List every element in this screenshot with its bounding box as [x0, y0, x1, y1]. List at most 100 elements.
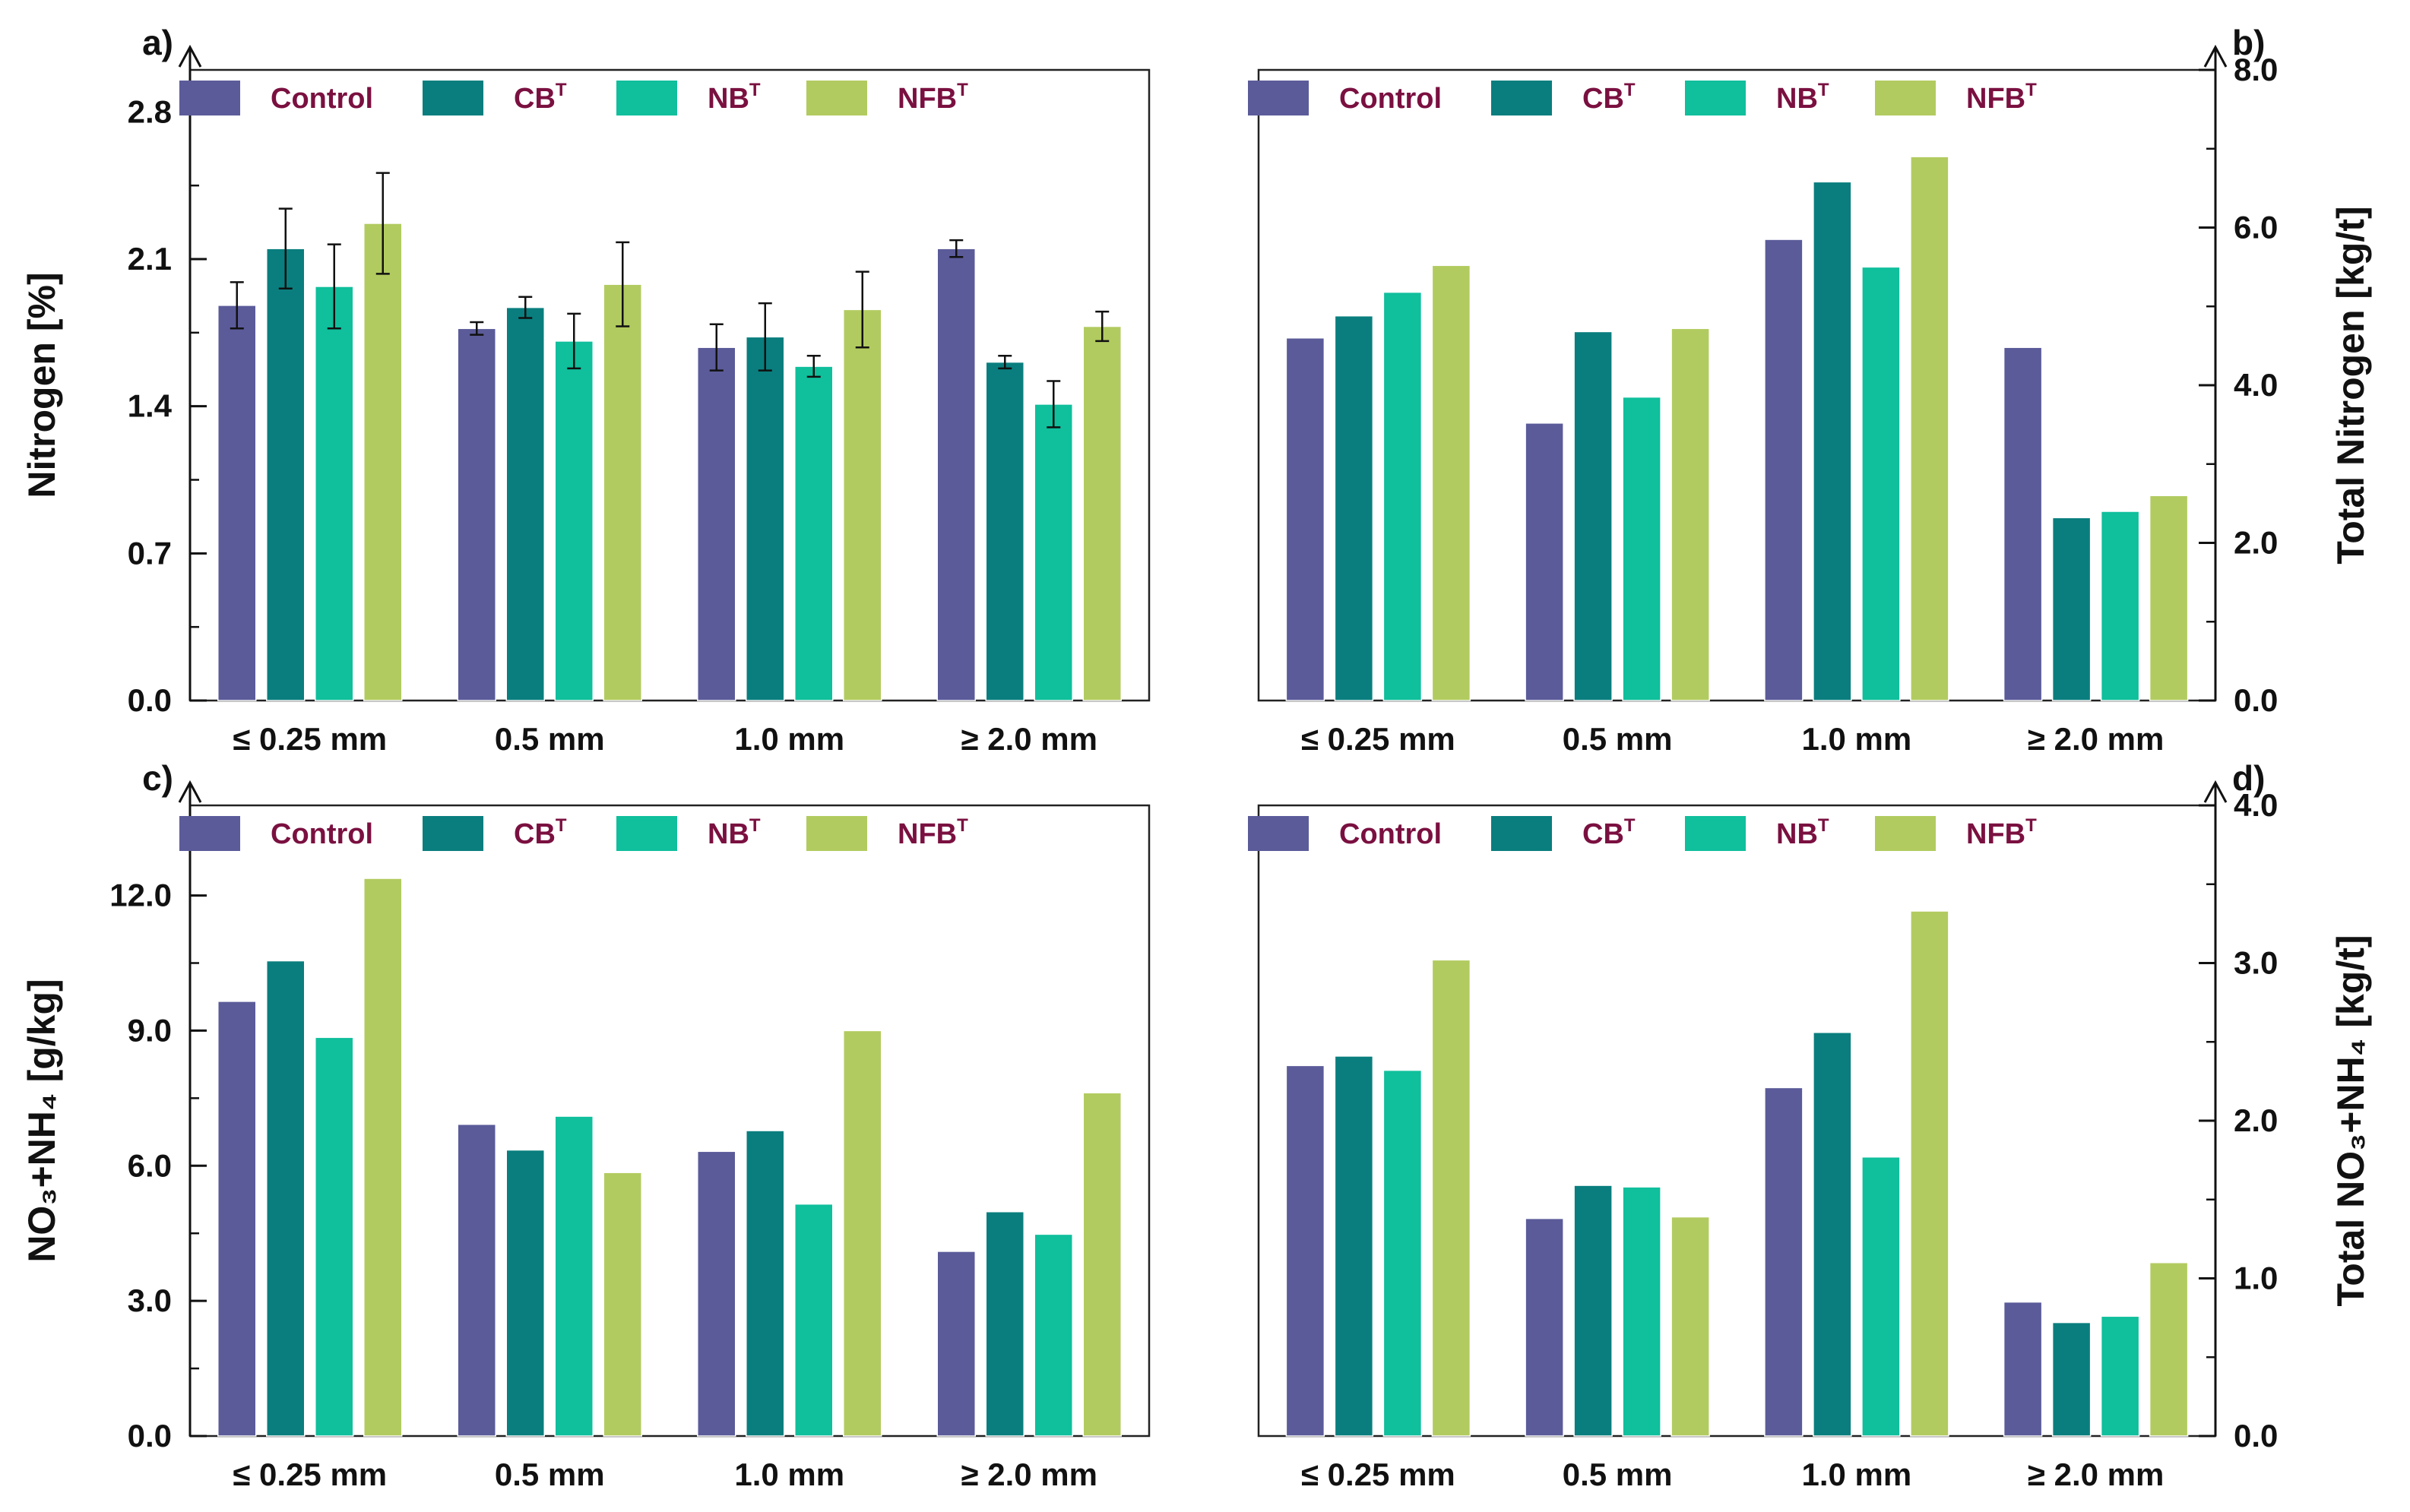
bar-nfbt-0 — [363, 878, 403, 1437]
bar-control-0 — [217, 305, 257, 701]
bar-control-1 — [457, 327, 496, 701]
legend-swatch — [1685, 81, 1746, 115]
y-axis-title: Total Nitrogen [kg/t] — [2329, 206, 2372, 564]
legend-label-cbt: CBT — [514, 80, 567, 115]
legend-swatch — [806, 816, 867, 851]
bar-nfbt-2 — [1910, 156, 1949, 701]
bar-nfbt-2 — [843, 1030, 882, 1437]
legend-swatch — [1491, 816, 1552, 851]
legend-swatch — [179, 816, 240, 851]
y-axis-title: Nitrogen [%] — [21, 272, 63, 498]
bar-cbt-0 — [266, 960, 306, 1437]
x-tick-label: 0.5 mm — [1563, 721, 1673, 757]
bar-nbt-2 — [794, 1203, 834, 1437]
bar-nfbt-1 — [1671, 327, 1710, 701]
bar-nbt-2 — [1861, 1156, 1901, 1437]
x-tick-label: 1.0 mm — [734, 1457, 844, 1492]
legend-swatch — [806, 81, 867, 115]
y-tick-label: 3.0 — [128, 1283, 172, 1318]
y-axis-arrow — [2203, 780, 2228, 803]
y-tick-label: 0.0 — [2234, 1418, 2278, 1453]
bar-nbt-3 — [1034, 1233, 1073, 1437]
bar-nfbt-3 — [2149, 1262, 2189, 1437]
bar-cbt-3 — [985, 1211, 1024, 1437]
bar-control-2 — [697, 1150, 736, 1437]
legend-label-nbt: NBT — [1776, 815, 1829, 850]
x-tick-label: ≥ 2.0 mm — [2028, 721, 2164, 757]
legend-swatch — [1248, 816, 1309, 851]
bar-nbt-0 — [315, 286, 354, 701]
bar-cbt-1 — [1573, 1185, 1613, 1437]
y-tick-label: 1.4 — [128, 388, 173, 424]
legend-label-nfbt: NFBT — [1966, 815, 2037, 850]
bar-control-0 — [1285, 1064, 1325, 1437]
x-tick-label: ≥ 2.0 mm — [961, 1457, 1097, 1492]
legend-swatch — [423, 81, 483, 115]
bar-cbt-0 — [1334, 315, 1374, 701]
panel-letter: d) — [2232, 758, 2265, 798]
y-axis-arrow — [2203, 44, 2228, 68]
bar-nbt-1 — [554, 1115, 594, 1437]
y-tick-label: 4.0 — [2234, 367, 2278, 403]
legend-label-nfbt: NFBT — [898, 80, 968, 115]
bar-control-2 — [697, 346, 736, 701]
legend-label-nfbt: NFBT — [1966, 80, 2037, 115]
bar-nbt-0 — [315, 1036, 354, 1437]
legend-label-nbt: NBT — [708, 80, 761, 115]
bar-control-2 — [1764, 239, 1804, 701]
x-tick-label: 1.0 mm — [1802, 721, 1912, 757]
y-tick-label: 6.0 — [2234, 210, 2278, 245]
bar-cbt-0 — [266, 248, 306, 701]
x-tick-label: 0.5 mm — [495, 721, 605, 757]
legend-label-nbt: NBT — [1776, 80, 1829, 115]
y-tick-label: 2.1 — [128, 241, 172, 277]
bar-control-2 — [1764, 1087, 1804, 1437]
x-tick-label: 1.0 mm — [734, 721, 844, 757]
legend-label-cbt: CBT — [1582, 815, 1636, 850]
bar-nfbt-0 — [1431, 959, 1471, 1437]
y-axis-arrow — [178, 44, 202, 68]
y-tick-label: 1.0 — [2234, 1261, 2278, 1296]
legend-label-control: Control — [271, 83, 373, 115]
bar-nbt-0 — [1382, 1069, 1423, 1437]
bar-control-0 — [1285, 337, 1325, 701]
legend-label-cbt: CBT — [1582, 80, 1636, 115]
bar-cbt-3 — [2051, 517, 2092, 701]
x-tick-label: 0.5 mm — [495, 1457, 605, 1492]
y-tick-label: 9.0 — [128, 1012, 172, 1048]
bar-cbt-1 — [505, 1149, 545, 1437]
legend-swatch — [616, 81, 677, 115]
bar-nbt-2 — [1861, 266, 1901, 701]
y-tick-label: 2.0 — [2234, 525, 2278, 561]
bar-control-0 — [217, 1001, 257, 1437]
bar-cbt-2 — [1813, 181, 1852, 701]
legend-swatch — [616, 816, 677, 851]
bar-cbt-2 — [1813, 1032, 1852, 1437]
y-tick-label: 0.0 — [128, 1418, 172, 1453]
x-tick-label: ≤ 0.25 mm — [1301, 1457, 1455, 1492]
bar-cbt-1 — [505, 306, 545, 701]
bar-cbt-2 — [746, 336, 785, 701]
x-tick-label: 1.0 mm — [1802, 1457, 1912, 1492]
bar-nbt-0 — [1382, 291, 1423, 701]
y-tick-label: 6.0 — [128, 1147, 172, 1183]
bar-nbt-3 — [2100, 511, 2140, 701]
bar-nfbt-1 — [603, 283, 642, 701]
bar-control-3 — [2003, 346, 2043, 701]
bar-nbt-1 — [554, 340, 594, 701]
bar-nfbt-3 — [1082, 1092, 1122, 1437]
bar-nfbt-1 — [603, 1172, 642, 1437]
legend-swatch — [1685, 816, 1746, 851]
x-tick-label: ≥ 2.0 mm — [961, 721, 1097, 757]
x-tick-label: 0.5 mm — [1563, 1457, 1673, 1492]
y-axis-title: Total NO₃+NH₄ [kg/t] — [2329, 935, 2372, 1306]
bar-nfbt-2 — [1910, 910, 1949, 1437]
chart-panel-d: 0.0 1.0 2.0 3.0 4.0 Total NO₃+NH₄ [kg/t] d) ≤ 0… — [1248, 758, 2372, 1492]
legend-label-nfbt: NFBT — [898, 815, 968, 850]
bar-cbt-1 — [1573, 331, 1613, 701]
panel-letter: a) — [142, 23, 173, 62]
y-tick-label: 2.0 — [2234, 1102, 2278, 1138]
x-tick-label: ≤ 0.25 mm — [233, 721, 387, 757]
bar-nbt-1 — [1622, 396, 1661, 701]
